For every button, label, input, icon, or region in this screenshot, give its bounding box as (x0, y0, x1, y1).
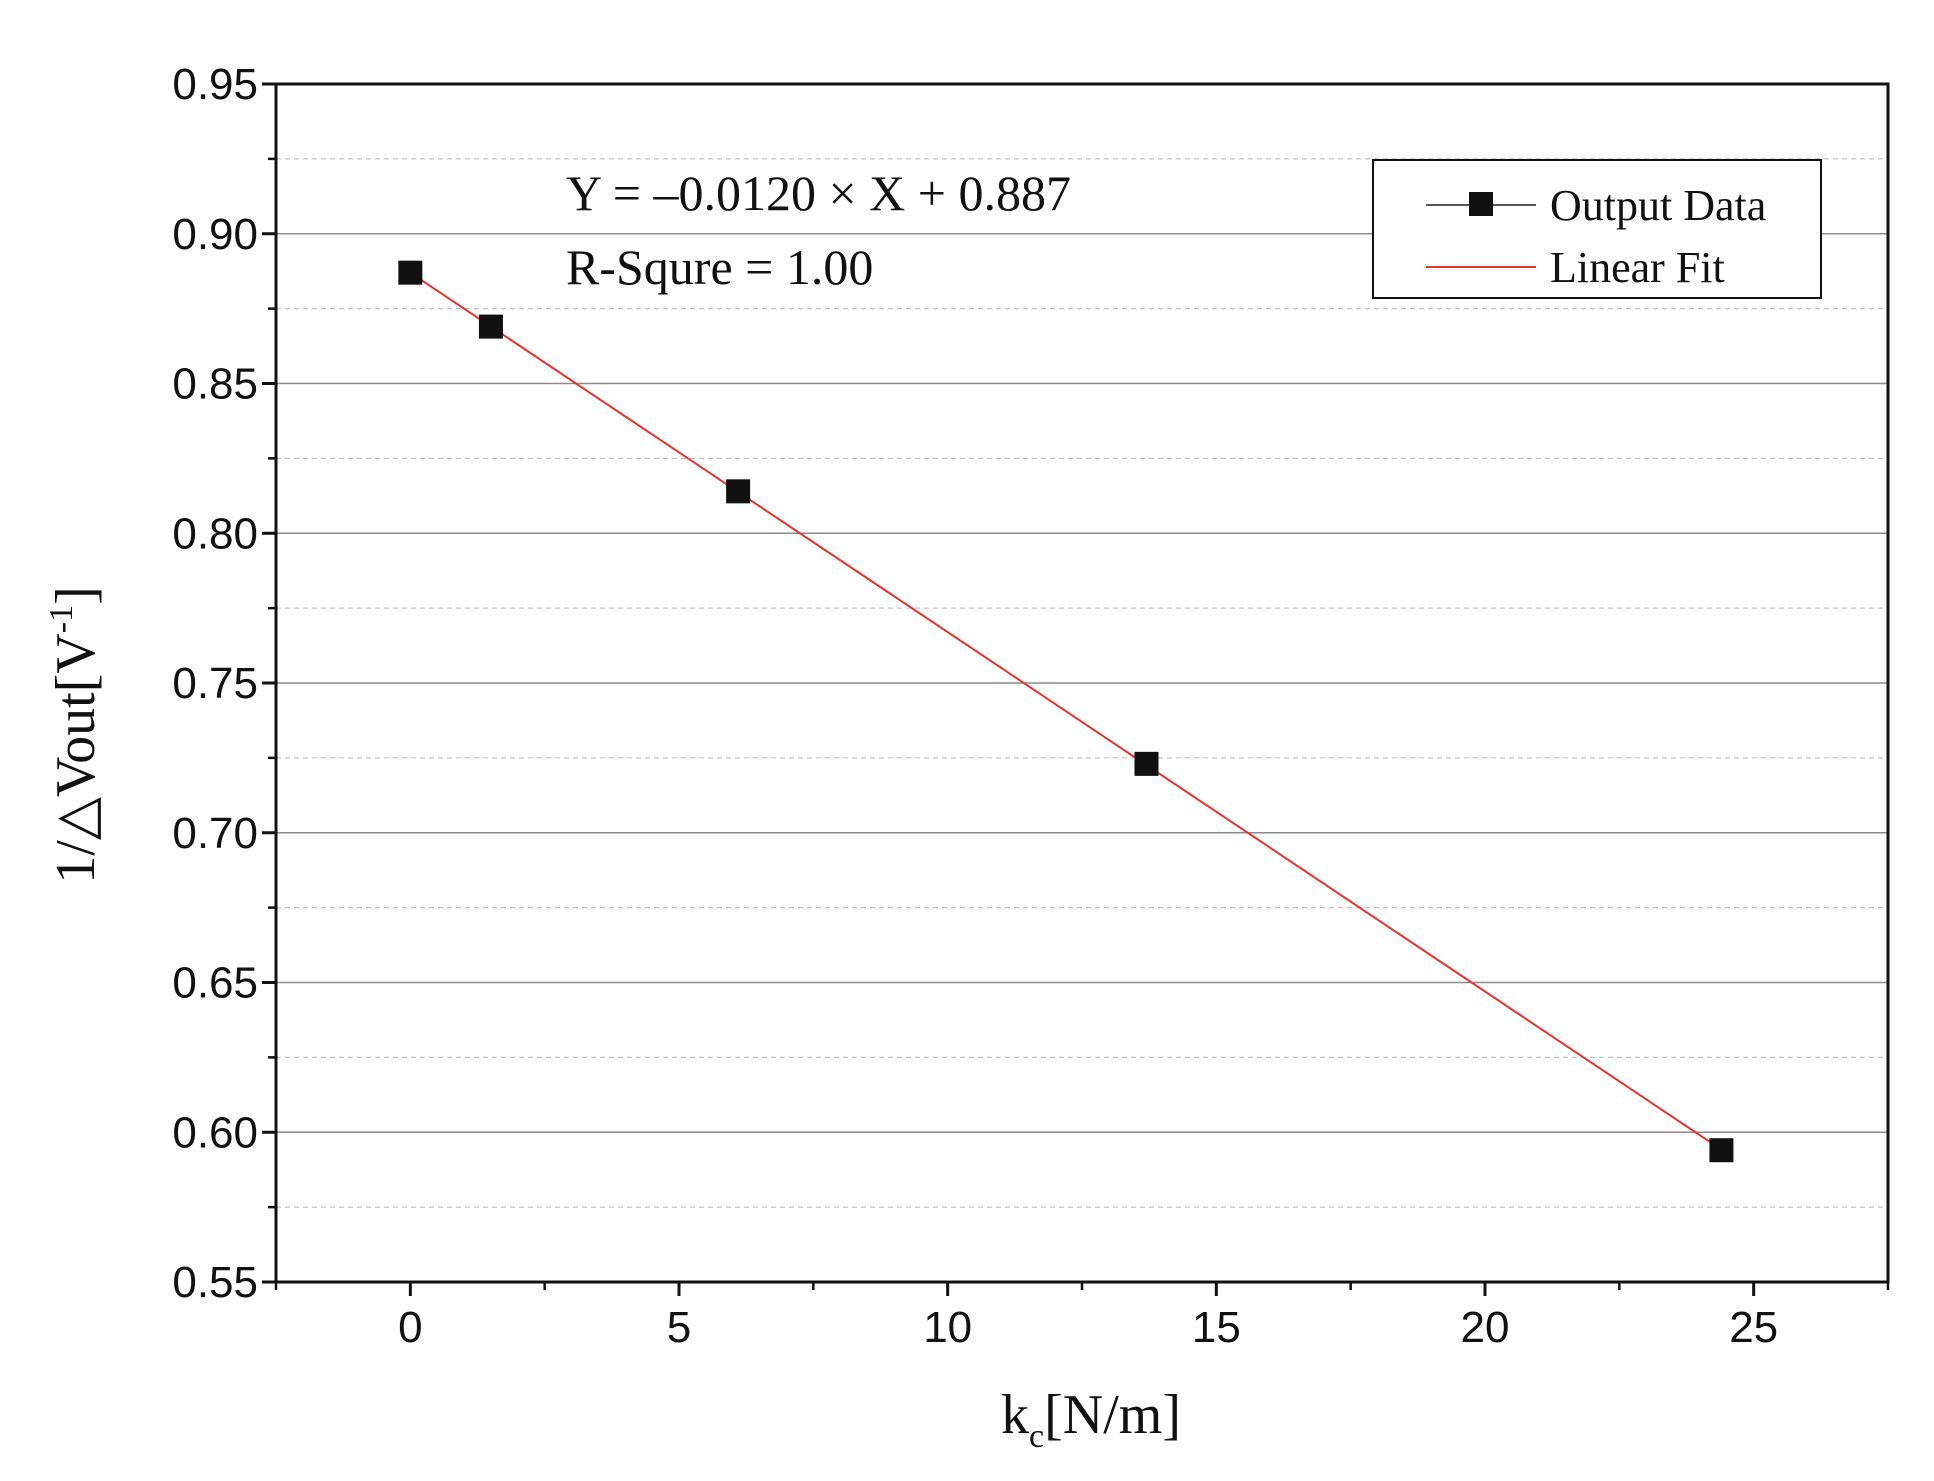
x-axis-title-sub: c (1029, 1418, 1044, 1455)
x-axis-title-main: k (1001, 1384, 1029, 1446)
grid (276, 158, 1888, 1208)
ticks (262, 82, 1890, 1296)
y-axis-title: 1/△Vout[V-1] (43, 586, 107, 883)
y-tick-label: 0.60 (172, 1108, 258, 1157)
legend-output-label: Output Data (1550, 181, 1766, 230)
legend-fit-label: Linear Fit (1550, 243, 1725, 292)
legend-output-marker (1469, 192, 1493, 216)
r-square-text: R-Squre = 1.00 (566, 239, 873, 295)
data-point (726, 479, 751, 504)
y-tick-label: 0.80 (172, 509, 258, 558)
data-point (478, 314, 503, 339)
data-point (1709, 1138, 1734, 1163)
x-tick-label: 0 (398, 1303, 422, 1352)
data-point (398, 260, 423, 285)
y-tick-label: 0.55 (172, 1258, 258, 1307)
x-tick-label: 10 (923, 1303, 972, 1352)
tick-labels: 0.55 0.60 0.65 0.70 0.75 0.80 0.85 0.90 0.95 0 5 10… (172, 60, 1778, 1352)
y-axis-title-sup: -1 (43, 605, 80, 633)
data-markers (398, 260, 1734, 1163)
x-tick-label: 20 (1461, 1303, 1510, 1352)
y-axis-title-end: ] (45, 586, 107, 605)
x-axis-title-rest: [N/m] (1044, 1384, 1181, 1446)
y-axis-title-main: 1/△Vout[V (45, 633, 107, 884)
y-tick-label: 0.65 (172, 959, 258, 1008)
legend: Output Data Linear Fit (1372, 159, 1822, 299)
y-tick-label: 0.90 (172, 210, 258, 259)
y-tick-label: 0.95 (172, 60, 258, 109)
x-tick-label: 25 (1729, 1303, 1778, 1352)
fit-equation: Y = –0.0120 × X + 0.887 (566, 165, 1071, 221)
x-axis-title: kc[N/m] (1001, 1384, 1181, 1455)
y-tick-label: 0.85 (172, 360, 258, 409)
legend-box (1372, 159, 1822, 299)
y-tick-label: 0.75 (172, 659, 258, 708)
linear-fit-line (409, 271, 1722, 1151)
x-tick-label: 5 (667, 1303, 691, 1352)
x-tick-label: 15 (1192, 1303, 1241, 1352)
y-tick-label: 0.70 (172, 809, 258, 858)
fit-line-layer (409, 271, 1722, 1151)
data-point (1134, 751, 1159, 776)
